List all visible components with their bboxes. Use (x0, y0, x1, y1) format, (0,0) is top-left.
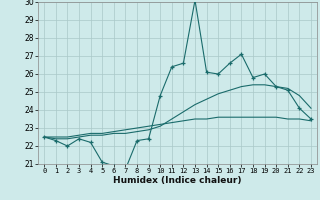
X-axis label: Humidex (Indice chaleur): Humidex (Indice chaleur) (113, 176, 242, 185)
